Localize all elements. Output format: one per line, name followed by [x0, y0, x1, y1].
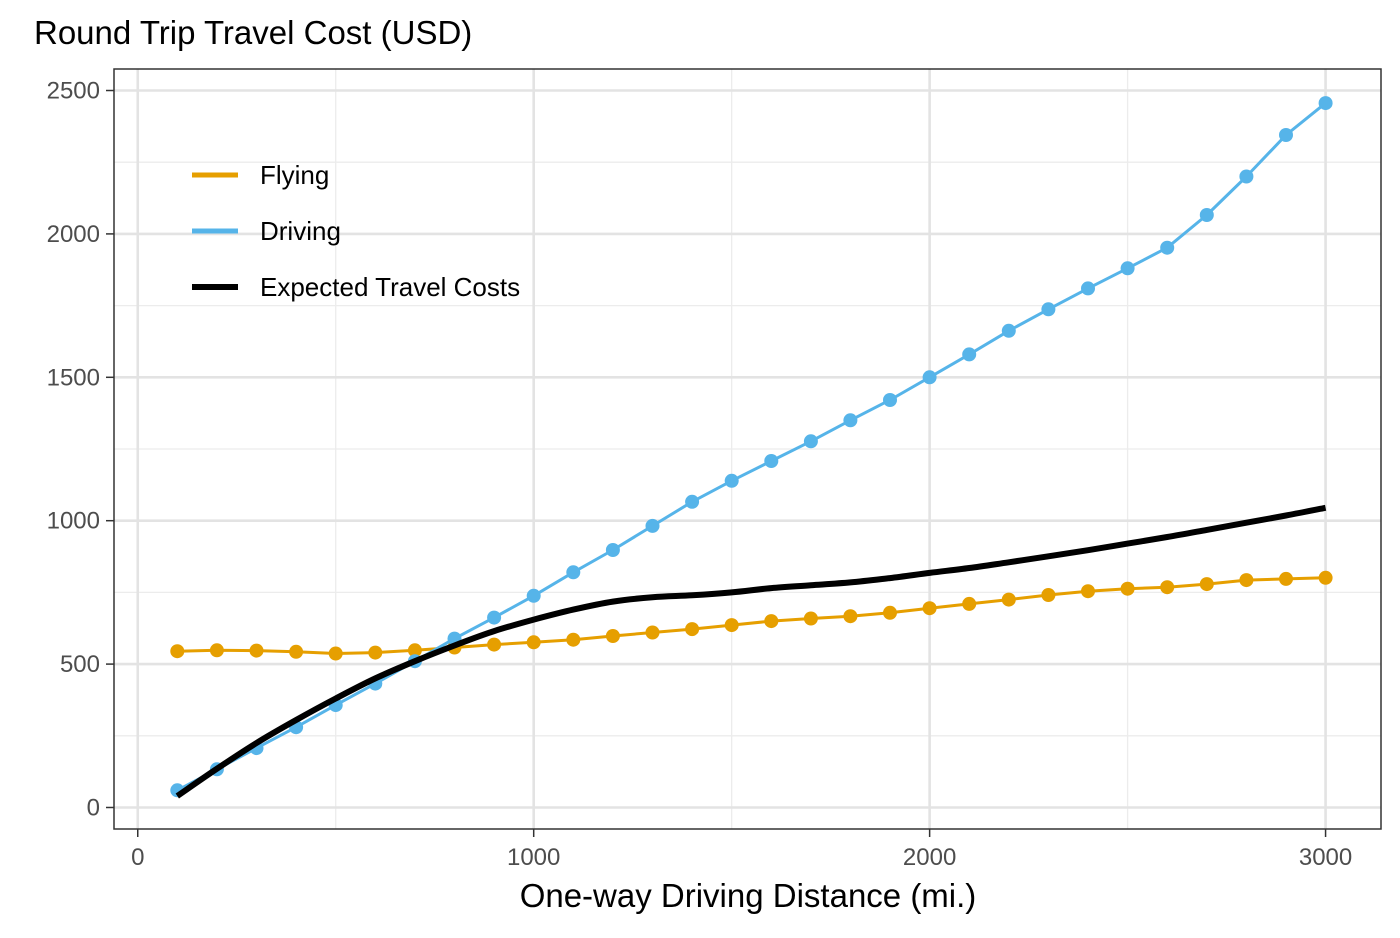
- data-point: [566, 632, 581, 647]
- data-point: [1120, 581, 1135, 596]
- major-gridlines: [114, 69, 1381, 829]
- data-point: [724, 618, 739, 633]
- y-tick-label: 2000: [47, 221, 100, 248]
- y-tick-label: 500: [60, 651, 100, 678]
- x-tick-label: 3000: [1299, 844, 1352, 871]
- data-point: [566, 565, 581, 580]
- data-point: [526, 635, 541, 650]
- series-line: [176, 101, 1327, 792]
- data-point: [328, 646, 343, 661]
- data-point: [1279, 128, 1293, 142]
- series-expected-travel-costs: [175, 504, 1327, 799]
- legend-label: Driving: [260, 216, 341, 246]
- data-point: [249, 643, 264, 658]
- data-point: [803, 611, 818, 626]
- data-point: [1120, 261, 1135, 276]
- data-point: [1160, 580, 1175, 595]
- data-point: [487, 637, 502, 652]
- x-tick-label: 1000: [507, 844, 560, 871]
- x-tick-label: 0: [131, 844, 144, 871]
- data-point: [1081, 281, 1095, 296]
- data-point: [962, 596, 977, 611]
- data-point: [764, 614, 779, 629]
- data-point: [764, 454, 779, 468]
- chart-title: Round Trip Travel Cost (USD): [34, 14, 472, 51]
- data-point: [1318, 96, 1333, 111]
- data-point: [962, 347, 977, 362]
- data-point: [487, 610, 502, 625]
- data-point: [1081, 584, 1095, 599]
- data-point: [883, 393, 897, 407]
- data-point: [1239, 573, 1254, 588]
- data-point: [605, 629, 620, 643]
- plot-border: [113, 68, 1382, 830]
- data-point: [1199, 577, 1214, 592]
- data-point: [526, 588, 541, 603]
- data-point: [685, 622, 700, 637]
- series-flying: [170, 570, 1333, 661]
- data-point: [843, 413, 858, 428]
- legend: Flying Driving Expected Travel Costs: [192, 160, 520, 302]
- data-point: [289, 644, 304, 659]
- data-point: [1279, 571, 1293, 586]
- data-point: [209, 643, 224, 658]
- legend-label: Expected Travel Costs: [260, 272, 520, 302]
- y-tick-label: 2500: [47, 78, 100, 105]
- data-point: [1041, 302, 1056, 317]
- series-driving: [170, 96, 1333, 798]
- axes-layer: 0 500 1000 1500 2000 2500 0 1000 2000 3000: [47, 78, 1353, 871]
- data-point: [803, 434, 818, 449]
- data-point: [724, 473, 739, 488]
- data-point: [170, 644, 185, 659]
- data-point: [605, 543, 620, 557]
- y-tick-label: 0: [87, 794, 100, 821]
- data-point: [645, 518, 660, 533]
- y-tick-label: 1000: [47, 508, 100, 535]
- data-point: [922, 601, 937, 616]
- legend-label: Flying: [260, 160, 329, 190]
- data-point: [883, 605, 897, 620]
- data-point: [922, 370, 937, 385]
- data-point: [685, 494, 700, 509]
- data-point: [645, 625, 660, 640]
- data-point: [1160, 240, 1175, 255]
- data-point: [843, 609, 858, 624]
- data-point: [1199, 208, 1214, 222]
- data-point: [1239, 169, 1254, 184]
- x-axis-title: One-way Driving Distance (mi.): [520, 877, 977, 914]
- x-tick-label: 2000: [903, 844, 956, 871]
- data-point: [1041, 588, 1056, 602]
- data-point: [1001, 592, 1016, 607]
- data-point: [407, 643, 422, 658]
- y-tick-label: 1500: [47, 364, 100, 391]
- data-point: [1001, 323, 1016, 338]
- series-layer: [170, 96, 1333, 799]
- series-line: [175, 504, 1327, 799]
- data-point: [1318, 570, 1333, 585]
- data-point: [368, 645, 383, 660]
